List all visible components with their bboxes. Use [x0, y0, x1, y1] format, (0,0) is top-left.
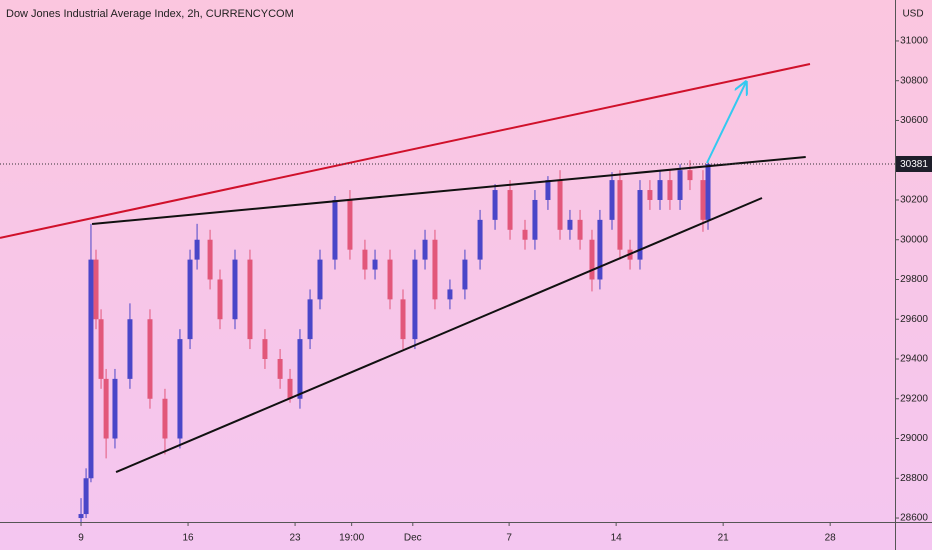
candle-body	[609, 180, 615, 220]
candle-body	[287, 378, 293, 399]
y-tick-label: 29800	[900, 274, 928, 285]
candle-body	[462, 259, 468, 290]
trend-line	[0, 63, 811, 239]
candle-body	[103, 378, 109, 439]
projection-arrow	[706, 82, 746, 164]
candle-body	[532, 199, 538, 240]
candle-body	[307, 299, 313, 340]
x-tick-label: 23	[290, 533, 302, 544]
y-tick-label: 30800	[900, 75, 928, 86]
x-tick-label: Dec	[404, 533, 422, 544]
candle-body	[412, 259, 418, 340]
x-tick-label: 16	[182, 533, 194, 544]
candle-body	[297, 339, 303, 399]
candle-body	[700, 180, 706, 220]
candle-body	[112, 378, 118, 439]
candle-body	[93, 259, 99, 320]
x-tick-label: 21	[718, 533, 730, 544]
candle-body	[78, 514, 84, 519]
y-tick-label: 30600	[900, 115, 928, 126]
candle-body	[194, 239, 200, 260]
candle-body	[127, 319, 133, 379]
x-tick-label: 7	[506, 533, 512, 544]
candle-body	[177, 339, 183, 439]
candle-body	[447, 289, 453, 300]
candle-body	[477, 219, 483, 260]
candle-body	[705, 163, 711, 220]
candle-body	[247, 259, 253, 340]
y-tick-label: 28800	[900, 473, 928, 484]
chart-title: Dow Jones Industrial Average Index, 2h, …	[6, 8, 294, 20]
candle-body	[577, 219, 583, 240]
candle-body	[522, 229, 528, 240]
candle-body	[557, 180, 563, 230]
candle-body	[162, 398, 168, 439]
candle-body	[88, 259, 94, 479]
candle-body	[545, 180, 551, 200]
candle-body	[647, 190, 653, 200]
candle-body	[567, 219, 573, 230]
candle-body	[687, 170, 693, 181]
candle-body	[332, 199, 338, 260]
trend-line	[91, 156, 806, 226]
candle-body	[432, 239, 438, 300]
y-tick-label: 29000	[900, 433, 928, 444]
y-tick-label: 29600	[900, 314, 928, 325]
candle-body	[362, 249, 368, 270]
candle-body	[387, 259, 393, 300]
y-tick-label: 30000	[900, 234, 928, 245]
trend-line	[115, 197, 763, 474]
candle-body	[98, 319, 104, 379]
candle-body	[597, 219, 603, 280]
candle-body	[147, 319, 153, 399]
last-price-box	[896, 155, 932, 172]
candle-body	[507, 190, 513, 230]
candle-body	[657, 180, 663, 200]
x-tick-label: 14	[611, 533, 623, 544]
x-tick-label: 28	[825, 533, 837, 544]
candle-body	[400, 299, 406, 340]
x-tick-label: 19:00	[339, 533, 364, 544]
candle-body	[317, 259, 323, 300]
y-tick-label: 29200	[900, 393, 928, 404]
candle-body	[347, 199, 353, 250]
y-tick-label: 28600	[900, 513, 928, 524]
candle-body	[187, 259, 193, 340]
y-axis-label: USD	[902, 9, 923, 20]
candle-body	[232, 259, 238, 320]
x-tick-label: 9	[78, 533, 84, 544]
candle-body	[277, 358, 283, 379]
candle-body	[422, 239, 428, 260]
candle-body	[372, 259, 378, 270]
y-tick-label: 31000	[900, 36, 928, 47]
candle-body	[667, 180, 673, 200]
candle-body	[262, 339, 268, 359]
candle-body	[677, 170, 683, 200]
y-tick-label: 30200	[900, 195, 928, 206]
candle-body	[83, 478, 89, 515]
candle-body	[217, 279, 223, 320]
candle-body	[589, 239, 595, 280]
y-tick-label: 29400	[900, 354, 928, 365]
candle-body	[207, 239, 213, 280]
candle-body	[492, 190, 498, 220]
candle-body	[637, 190, 643, 260]
last-price-label: 30381	[900, 159, 928, 170]
candle-body	[617, 180, 623, 250]
